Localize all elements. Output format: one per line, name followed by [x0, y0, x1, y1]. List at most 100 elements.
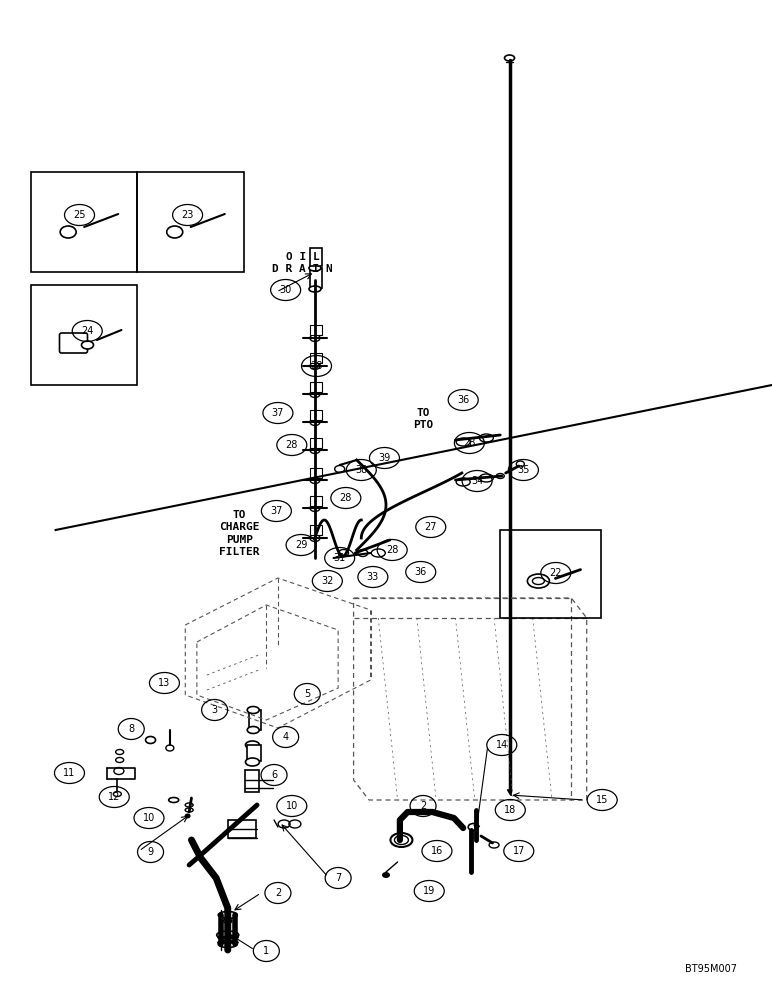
Ellipse shape [375, 550, 384, 556]
Bar [310, 248, 323, 266]
Bar [310, 525, 323, 535]
Text: 33: 33 [367, 572, 379, 582]
Ellipse shape [310, 362, 320, 369]
Ellipse shape [456, 438, 470, 446]
Text: 36: 36 [415, 567, 427, 577]
Text: TO: TO [232, 510, 246, 520]
Ellipse shape [310, 446, 320, 454]
Ellipse shape [247, 726, 259, 734]
Text: 10: 10 [143, 813, 155, 823]
Ellipse shape [391, 833, 412, 847]
Ellipse shape [310, 334, 320, 342]
Ellipse shape [382, 872, 390, 878]
Bar [31, 172, 137, 272]
Ellipse shape [60, 226, 76, 238]
Text: 9: 9 [147, 847, 154, 857]
Bar [137, 172, 244, 272]
Bar [247, 745, 261, 761]
Text: 5: 5 [304, 689, 310, 699]
Bar [310, 438, 323, 448]
Text: BT95M007: BT95M007 [686, 964, 737, 974]
Bar [310, 496, 323, 506]
Ellipse shape [82, 341, 93, 349]
Ellipse shape [479, 474, 493, 482]
Text: 8: 8 [128, 724, 134, 734]
Ellipse shape [479, 434, 493, 442]
Text: 2: 2 [420, 801, 426, 811]
Ellipse shape [456, 478, 470, 486]
Text: 37: 37 [272, 408, 284, 418]
Ellipse shape [310, 504, 320, 512]
Text: 1: 1 [263, 946, 269, 956]
Ellipse shape [167, 226, 183, 238]
Ellipse shape [310, 477, 320, 484]
Bar [31, 285, 137, 385]
Bar [310, 325, 323, 335]
Text: 29: 29 [295, 540, 307, 550]
Text: 34: 34 [471, 476, 483, 486]
Ellipse shape [218, 912, 237, 918]
Ellipse shape [335, 466, 344, 473]
Ellipse shape [371, 549, 385, 557]
Text: 36: 36 [457, 395, 469, 405]
Text: 39: 39 [378, 453, 391, 463]
Bar [310, 468, 323, 478]
Text: 27: 27 [425, 522, 437, 532]
Text: 23: 23 [181, 210, 194, 220]
Text: FILTER: FILTER [219, 547, 259, 557]
Bar [500, 530, 601, 618]
Bar [228, 820, 256, 838]
Text: 30: 30 [279, 285, 292, 295]
Text: 2: 2 [275, 888, 281, 898]
FancyBboxPatch shape [59, 333, 87, 353]
Ellipse shape [309, 265, 321, 271]
Ellipse shape [245, 741, 259, 749]
Text: 28: 28 [340, 493, 352, 503]
Ellipse shape [339, 550, 348, 556]
Text: PTO: PTO [413, 420, 433, 430]
Text: 13: 13 [158, 678, 171, 688]
Text: O I L: O I L [286, 252, 320, 262]
Bar [249, 710, 261, 730]
Text: 37: 37 [270, 506, 283, 516]
Bar [310, 410, 323, 420]
Text: 24: 24 [81, 326, 93, 336]
Bar [245, 770, 259, 792]
Ellipse shape [247, 706, 259, 714]
Text: 28: 28 [463, 438, 476, 448]
Text: 11: 11 [63, 768, 76, 778]
Ellipse shape [469, 824, 478, 830]
Text: 38: 38 [355, 465, 367, 475]
Text: 16: 16 [431, 846, 443, 856]
Text: PUMP: PUMP [226, 535, 252, 545]
Text: 14: 14 [496, 740, 508, 750]
Bar [310, 382, 323, 392]
Ellipse shape [245, 758, 259, 766]
Text: 19: 19 [423, 886, 435, 896]
Bar [310, 353, 323, 363]
Text: 32: 32 [321, 576, 334, 586]
Text: 28: 28 [286, 440, 298, 450]
Text: 28: 28 [310, 361, 323, 371]
Text: 31: 31 [334, 553, 346, 563]
Text: 4: 4 [283, 732, 289, 742]
Text: 10: 10 [286, 801, 298, 811]
Ellipse shape [310, 390, 320, 397]
Text: 7: 7 [335, 873, 341, 883]
Text: 25: 25 [73, 210, 86, 220]
Text: 18: 18 [504, 805, 516, 815]
Ellipse shape [185, 814, 191, 818]
Text: 15: 15 [596, 795, 608, 805]
Bar [310, 268, 323, 288]
Text: 6: 6 [271, 770, 277, 780]
Ellipse shape [358, 550, 367, 556]
Text: 22: 22 [550, 568, 562, 578]
Ellipse shape [114, 768, 124, 774]
Ellipse shape [527, 574, 550, 588]
Text: TO: TO [416, 408, 430, 418]
Text: 28: 28 [386, 545, 398, 555]
Text: 3: 3 [212, 705, 218, 715]
Text: CHARGE: CHARGE [219, 522, 259, 532]
Ellipse shape [309, 286, 321, 292]
Text: 35: 35 [517, 465, 530, 475]
